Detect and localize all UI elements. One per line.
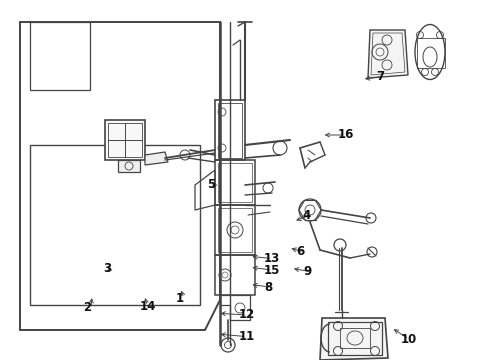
Text: 5: 5 bbox=[206, 178, 215, 191]
Text: 6: 6 bbox=[295, 246, 304, 258]
Text: 2: 2 bbox=[83, 301, 91, 314]
Polygon shape bbox=[118, 160, 140, 172]
Text: 1: 1 bbox=[176, 292, 184, 305]
Text: 15: 15 bbox=[264, 264, 280, 276]
Text: 10: 10 bbox=[400, 333, 416, 346]
Text: 9: 9 bbox=[303, 265, 311, 278]
Text: 13: 13 bbox=[264, 252, 280, 265]
Polygon shape bbox=[145, 152, 168, 165]
Polygon shape bbox=[367, 30, 407, 78]
Text: 16: 16 bbox=[337, 129, 353, 141]
Polygon shape bbox=[319, 318, 387, 360]
Text: 12: 12 bbox=[238, 309, 254, 321]
Text: 11: 11 bbox=[238, 330, 254, 343]
Text: 3: 3 bbox=[102, 262, 111, 275]
Polygon shape bbox=[105, 120, 145, 160]
Text: 7: 7 bbox=[376, 70, 384, 83]
Text: 8: 8 bbox=[264, 281, 272, 294]
Text: 14: 14 bbox=[139, 300, 155, 312]
Text: 4: 4 bbox=[302, 209, 310, 222]
